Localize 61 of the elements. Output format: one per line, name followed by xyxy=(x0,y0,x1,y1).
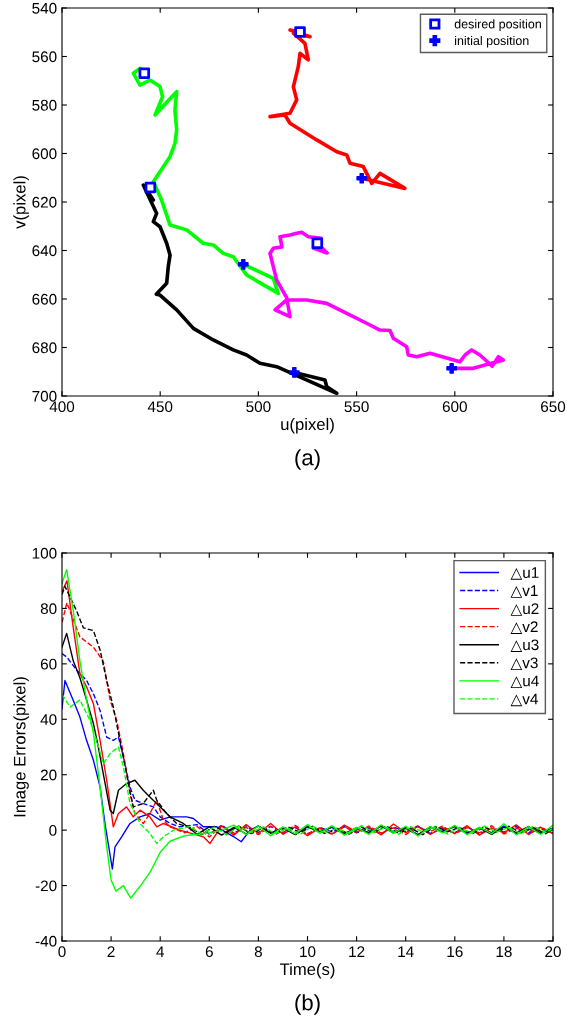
y-tick-label: 100 xyxy=(32,547,57,559)
y-tick-label: 640 xyxy=(32,245,57,257)
legend-label: △u1 xyxy=(510,567,539,580)
y-tick-label: -40 xyxy=(35,935,57,947)
line-series xyxy=(268,28,407,191)
y-tick-label: 600 xyxy=(32,148,57,160)
line-series xyxy=(62,568,553,899)
line-series xyxy=(131,66,281,296)
y-tick-label: 540 xyxy=(32,2,57,14)
y-tick-label: 580 xyxy=(32,99,57,111)
x-tick-label: 600 xyxy=(442,401,467,413)
legend-label: △u4 xyxy=(510,675,539,689)
x-tick-label: 400 xyxy=(49,401,75,413)
x-tick-label: 8 xyxy=(254,946,262,958)
x-tick-label: 6 xyxy=(205,946,213,958)
point xyxy=(237,258,249,270)
x-tick-label: 650 xyxy=(541,401,566,413)
legend-label: △v2 xyxy=(510,621,538,634)
point xyxy=(144,181,157,194)
y-axis-title: v(pixel) xyxy=(13,176,29,229)
point xyxy=(446,363,458,374)
legend-label: △u2 xyxy=(510,603,539,616)
point xyxy=(311,237,324,250)
x-tick-label: 16 xyxy=(447,946,463,958)
x-tick-label: 12 xyxy=(349,946,365,957)
x-tick-label: 18 xyxy=(496,946,512,958)
x-tick-label: 14 xyxy=(398,946,414,957)
y-tick-label: 560 xyxy=(32,51,57,63)
legend-label: △v3 xyxy=(510,657,538,671)
legend-label: desired position xyxy=(454,19,541,31)
y-tick-label: 660 xyxy=(32,293,57,305)
x-tick-label: 500 xyxy=(246,401,271,413)
x-tick-label: 4 xyxy=(156,946,164,957)
x-tick-label: 0 xyxy=(58,946,66,958)
x-tick-label: 20 xyxy=(545,946,561,958)
point xyxy=(288,367,300,378)
point xyxy=(356,172,368,184)
y-tick-label: 80 xyxy=(40,603,57,615)
text: (a) xyxy=(295,449,320,470)
x-tick-label: 550 xyxy=(344,401,369,413)
legend-label: △v4 xyxy=(510,693,538,707)
y-tick-label: 20 xyxy=(40,769,57,781)
y-tick-label: 0 xyxy=(49,825,57,836)
text: (b) xyxy=(295,994,320,1015)
y-tick-label: 700 xyxy=(32,390,57,402)
x-tick-label: 2 xyxy=(107,946,115,957)
legend-label: △u3 xyxy=(510,639,539,652)
x-axis-title: u(pixel) xyxy=(281,417,334,434)
y-axis-title: Image Errors(pixel) xyxy=(13,677,29,817)
point xyxy=(138,67,151,80)
y-tick-label: 680 xyxy=(32,342,57,354)
legend-label: △v1 xyxy=(510,585,538,598)
y-tick-label: 40 xyxy=(40,714,57,725)
legend-label: initial position xyxy=(455,35,529,48)
y-tick-label: 60 xyxy=(40,658,57,670)
point xyxy=(294,26,306,38)
x-tick-label: 10 xyxy=(300,946,316,958)
y-tick-label: 620 xyxy=(32,196,57,208)
x-tick-label: 450 xyxy=(147,401,173,413)
y-tick-label: -20 xyxy=(35,880,57,892)
x-axis-title: Time(s) xyxy=(279,962,335,979)
